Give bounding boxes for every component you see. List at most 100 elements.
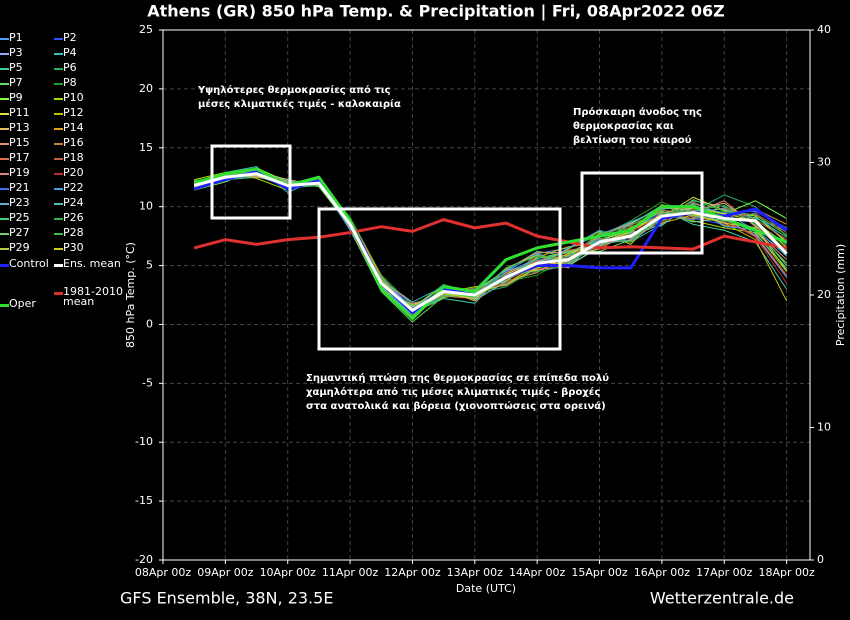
legend-swatch [54,158,63,160]
legend-swatch [54,128,63,130]
y-tick-label: -5 [142,376,153,389]
legend-swatch [0,53,9,55]
x-tick-label: 12Apr 00z [384,566,441,579]
legend-label: P10 [63,91,84,104]
x-tick-label: 16Apr 00z [634,566,691,579]
annotation: Υψηλότερες θερμοκρασίες από τις μέσες κλ… [198,85,401,110]
legend-label: P13 [9,121,30,134]
series-line [194,169,787,315]
legend-label: Ens. mean [63,257,121,270]
legend-label: P12 [63,106,84,119]
legend-swatch [54,113,63,115]
footer-left: GFS Ensemble, 38N, 23.5E [120,589,333,608]
series-line [193,167,788,321]
y-tick-label: 5 [146,259,153,272]
legend-swatch [54,218,63,220]
legend-label: P4 [63,46,77,59]
legend-label: P20 [63,166,84,179]
footer-right: Wetterzentrale.de [650,589,794,608]
series-line [193,168,787,317]
legend-label: P16 [63,136,84,149]
legend-swatch [0,248,9,250]
legend-label: P27 [9,226,30,239]
legend-swatch [0,304,9,307]
legend-label: P1 [9,31,23,44]
legend-swatch [54,264,63,267]
legend-label: P24 [63,196,84,209]
legend-label: P9 [9,91,23,104]
legend-swatch [0,188,9,190]
legend-label: P5 [9,61,23,74]
y2-tick-label: 10 [817,421,831,434]
x-tick-label: 18Apr 00z [758,566,815,579]
x-tick-label: 13Apr 00z [447,566,504,579]
highlight-box [210,144,292,220]
legend-swatch [54,38,63,40]
series-line [193,168,787,320]
series-line [194,173,787,316]
y-tick-label: 0 [146,317,153,330]
annotation: Πρόσκαιρη άνοδος της θερμοκρασίας και βε… [573,107,702,146]
legend-swatch [54,233,63,235]
y-axis-label: 850 hPa Temp. (°C) [124,242,137,348]
legend-swatch [0,113,9,115]
legend-swatch [0,98,9,100]
y-tick-label: -10 [135,435,153,448]
legend-swatch [0,264,9,267]
legend-swatch [0,233,9,235]
legend-swatch [54,143,63,145]
series-line [194,167,787,318]
x-tick-label: 08Apr 00z [135,566,192,579]
y2-tick-label: 20 [817,288,831,301]
legend-label: 1981-2010 mean [63,285,123,308]
legend-swatch [54,188,63,190]
chart-title: Athens (GR) 850 hPa Temp. & Precipitatio… [147,2,725,22]
series-line [194,174,788,314]
x-axis-label: Date (UTC) [456,582,516,595]
y-tick-label: -20 [135,553,153,566]
legend-label: P23 [9,196,30,209]
y2-axis-label: Precipitation (mm) [834,244,847,346]
legend-swatch [54,68,63,70]
y-tick-label: 10 [139,200,153,213]
legend-label: P17 [9,151,30,164]
y-tick-label: -15 [135,494,153,507]
x-tick-label: 09Apr 00z [197,566,254,579]
highlight-box [317,207,562,351]
x-tick-label: 17Apr 00z [696,566,753,579]
x-tick-label: 14Apr 00z [509,566,566,579]
legend-label: Oper [9,297,36,310]
legend-swatch [0,68,9,70]
legend-swatch [0,158,9,160]
plot-frame [162,29,811,561]
legend-label: P28 [63,226,84,239]
legend-label: P30 [63,241,84,254]
x-tick-label: 15Apr 00z [571,566,628,579]
y-tick-label: 15 [139,141,153,154]
legend-label: Control [9,257,49,270]
y2-tick-label: 40 [817,23,831,36]
legend-swatch [54,53,63,55]
annotation: Σημαντική πτώση της θερμοκρασίας σε επίπ… [306,373,609,412]
legend-swatch [0,83,9,85]
legend-swatch [0,128,9,130]
y-tick-label: 25 [139,23,153,36]
legend-swatch [54,248,63,250]
legend-label: P14 [63,121,84,134]
legend-label: P3 [9,46,23,59]
legend-swatch [0,143,9,145]
series-line [193,172,788,312]
legend-label: P22 [63,181,84,194]
series-line [194,176,788,314]
legend-label: P2 [63,31,77,44]
x-tick-label: 10Apr 00z [260,566,317,579]
legend-swatch [54,98,63,100]
legend-swatch [0,173,9,175]
legend-label: P25 [9,211,30,224]
legend-swatch [0,38,9,40]
legend-swatch [54,83,63,85]
y2-tick-label: 0 [817,553,824,566]
legend-label: P7 [9,76,23,89]
